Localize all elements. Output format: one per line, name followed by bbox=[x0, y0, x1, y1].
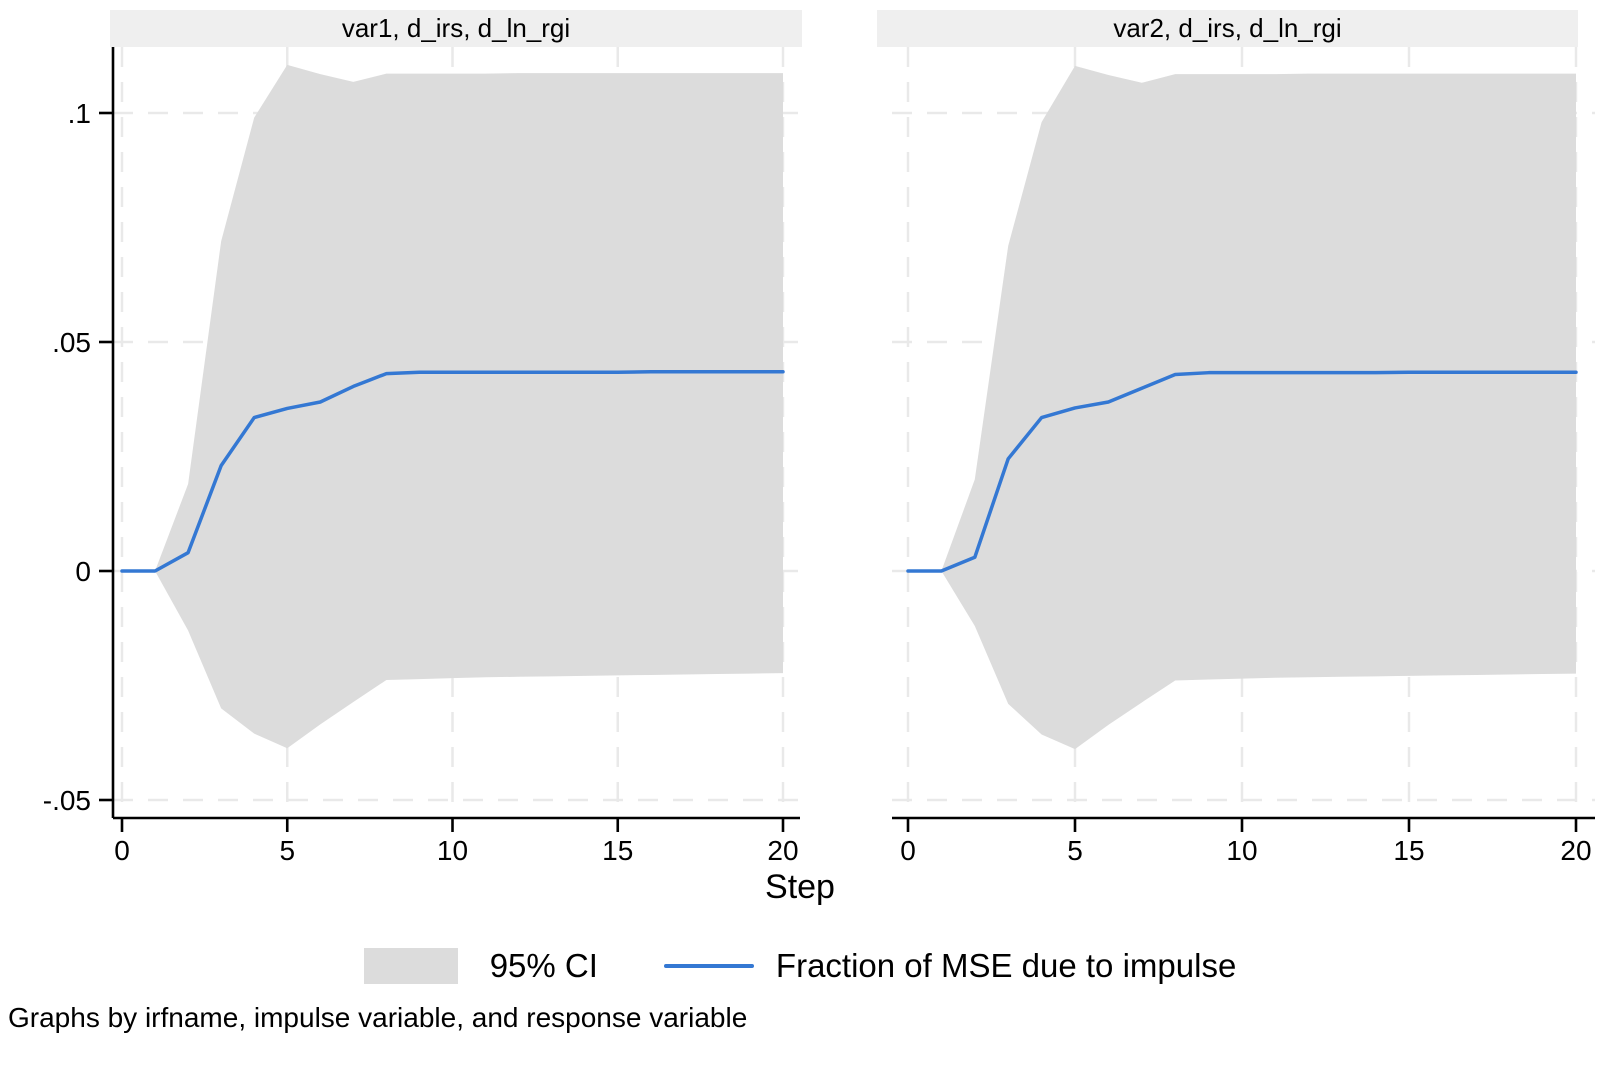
x-tick-label: 5 bbox=[1067, 835, 1083, 866]
x-tick-label: 10 bbox=[1226, 835, 1257, 866]
graphs-by-caption: Graphs by irfname, impulse variable, and… bbox=[8, 1002, 748, 1033]
x-tick-label: 15 bbox=[602, 835, 633, 866]
x-tick-label: 20 bbox=[767, 835, 798, 866]
x-tick-label: 0 bbox=[114, 835, 130, 866]
x-tick-label: 20 bbox=[1560, 835, 1591, 866]
panel-title-var2: var2, d_irs, d_ln_rgi bbox=[877, 10, 1578, 47]
x-tick-label: 15 bbox=[1393, 835, 1424, 866]
y-tick-label: -.05 bbox=[43, 785, 91, 816]
y-tick-label: .05 bbox=[52, 327, 91, 358]
fraction-line bbox=[120, 370, 785, 573]
ci-band bbox=[941, 65, 1576, 750]
panel-title-var1: var1, d_irs, d_ln_rgi bbox=[110, 10, 802, 47]
legend-line-sample bbox=[663, 964, 754, 968]
plots-svg: 0 5 10 15 20 .1 .05 0 -.05 0 5 10 15 20 bbox=[43, 47, 1595, 866]
legend: 95% CI Fraction of MSE due to impulse bbox=[0, 938, 1600, 994]
legend-ci-label: 95% CI bbox=[489, 947, 598, 984]
ci-band bbox=[155, 64, 784, 749]
x-tick-label: 10 bbox=[437, 835, 468, 866]
legend-ci-swatch bbox=[363, 948, 458, 984]
x-tick-label: 5 bbox=[279, 835, 295, 866]
x-axis-title: Step bbox=[765, 868, 835, 906]
y-tick-label: .1 bbox=[68, 98, 91, 129]
y-tick-label: 0 bbox=[75, 556, 91, 587]
legend-line-label: Fraction of MSE due to impulse bbox=[775, 947, 1237, 984]
fraction-line bbox=[906, 370, 1578, 573]
x-tick-label: 0 bbox=[900, 835, 916, 866]
